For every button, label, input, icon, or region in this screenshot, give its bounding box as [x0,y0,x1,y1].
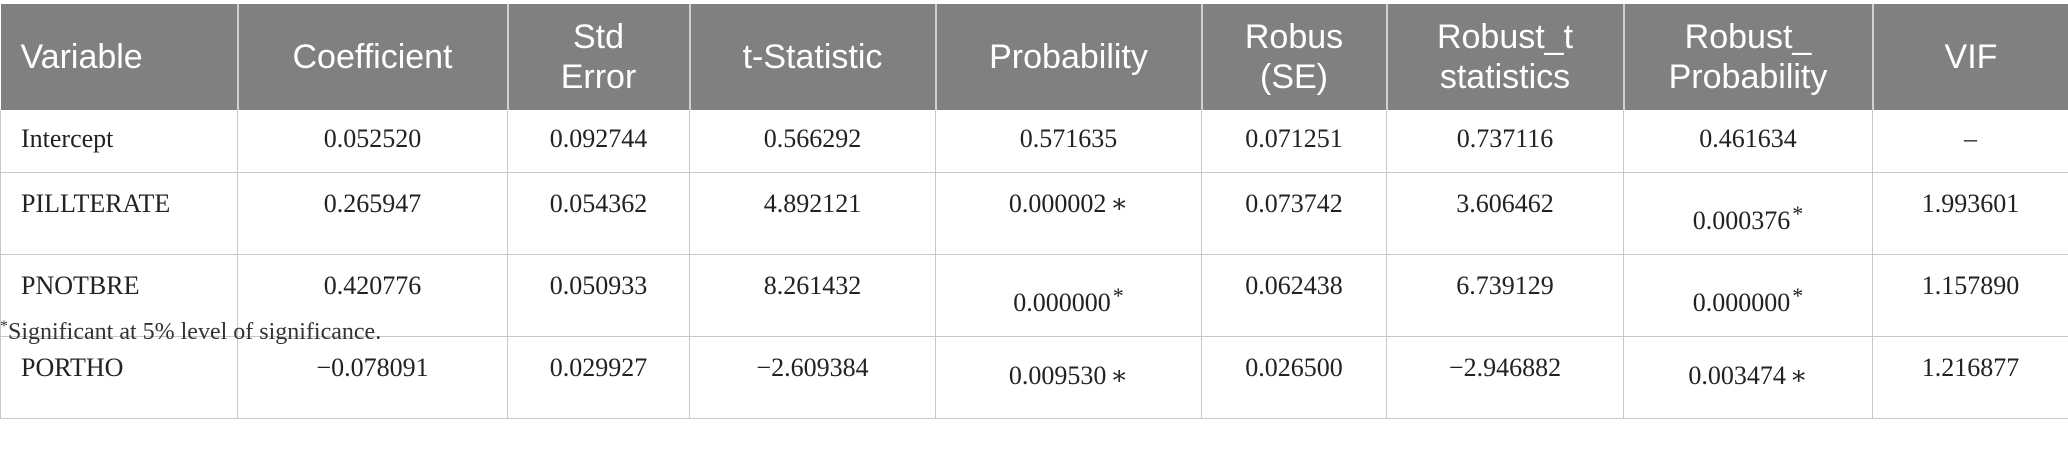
cell-robust-t: 3.606462 [1386,172,1624,255]
header-variable: Variable [0,4,238,110]
cell-variable: PILLTERATE [0,172,238,255]
cell-probability: 0.000000* [935,254,1202,337]
header-std-error: Std Error [506,4,690,110]
cell-robust-t: −2.946882 [1386,336,1624,419]
significance-mark: * [1792,200,1804,226]
significance-mark: ∗ [1789,360,1808,390]
significance-mark: ∗ [1110,360,1129,390]
cell-robust-probability: 0.000376* [1623,172,1873,255]
table-row: Intercept 0.052520 0.092744 0.566292 0.5… [0,110,2068,173]
cell-variable: PORTHO [0,336,238,419]
cell-probability: 0.000002 ∗ [935,172,1202,255]
cell-coefficient: −0.078091 [237,336,508,419]
cell-std-error: 0.092744 [507,110,690,173]
cell-t-statistic: 4.892121 [689,172,936,255]
table-row: PORTHO −0.078091 0.029927 −2.609384 0.00… [0,336,2068,419]
cell-robust-probability: 0.461634 [1623,110,1873,173]
cell-vif: 1.993601 [1872,172,2068,255]
cell-std-error: 0.054362 [507,172,690,255]
cell-robust-se: 0.026500 [1201,336,1387,419]
cell-variable: PNOTBRE [0,254,238,337]
header-robust-se: Robus (SE) [1200,4,1387,110]
regression-table: Variable Coefficient Std Error t-Statisti… [0,4,2068,419]
cell-probability: 0.571635 [935,110,1202,173]
cell-t-statistic: −2.609384 [689,336,936,419]
footnote-text: Significant at 5% level of significance. [8,319,382,345]
cell-robust-probability: 0.003474 ∗ [1623,336,1873,419]
cell-std-error: 0.050933 [507,254,690,337]
header-vif: VIF [1871,4,2068,110]
footnote-mark: * [0,318,8,335]
cell-t-statistic: 8.261432 [689,254,936,337]
table-row: PILLTERATE 0.265947 0.054362 4.892121 0.… [0,172,2068,255]
table-footnote: *Significant at 5% level of significance… [0,318,381,346]
significance-mark: * [1112,282,1124,308]
cell-coefficient: 0.420776 [237,254,508,337]
cell-vif: 1.216877 [1872,336,2068,419]
cell-robust-se: 0.073742 [1201,172,1387,255]
cell-robust-se: 0.062438 [1201,254,1387,337]
header-row: Variable Coefficient Std Error t-Statisti… [0,4,2068,110]
cell-robust-t: 0.737116 [1386,110,1624,173]
cell-std-error: 0.029927 [507,336,690,419]
header-probability: Probability [934,4,1202,110]
cell-vif: 1.157890 [1872,254,2068,337]
cell-robust-t: 6.739129 [1386,254,1624,337]
header-robust-t: Robust_t statistics [1385,4,1624,110]
cell-vif: – [1872,110,2068,173]
header-t-statistic: t-Statistic [688,4,936,110]
cell-robust-se: 0.071251 [1201,110,1387,173]
table-row: PNOTBRE 0.420776 0.050933 8.261432 0.000… [0,254,2068,337]
significance-mark: ∗ [1110,188,1129,218]
cell-coefficient: 0.052520 [237,110,508,173]
cell-variable: Intercept [0,110,238,173]
header-coefficient: Coefficient [236,4,508,110]
cell-robust-probability: 0.000000* [1623,254,1873,337]
cell-t-statistic: 0.566292 [689,110,936,173]
header-robust-probability: Robust_ Probability [1622,4,1873,110]
significance-mark: * [1792,282,1804,308]
cell-probability: 0.009530 ∗ [935,336,1202,419]
cell-coefficient: 0.265947 [237,172,508,255]
